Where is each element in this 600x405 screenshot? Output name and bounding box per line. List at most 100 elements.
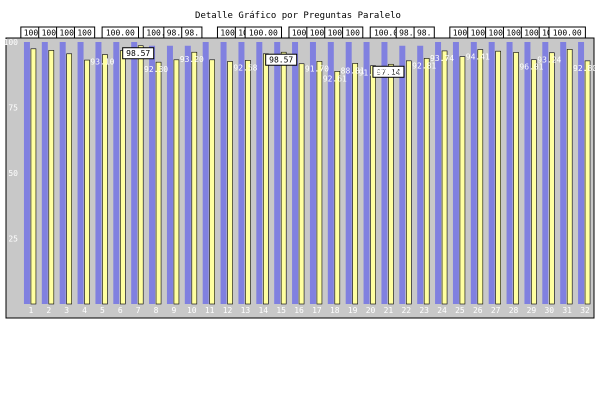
- bar-series-2: [102, 54, 108, 305]
- data-label: 98.57: [126, 49, 150, 58]
- bar-series-2: [298, 63, 305, 305]
- data-label: 100.00: [553, 29, 582, 38]
- data-label: 100: [310, 29, 325, 38]
- data-label-box: [413, 26, 435, 39]
- bar-series-2: [66, 53, 72, 305]
- data-label-box: [181, 26, 203, 39]
- overlay-value-label: 88.81: [341, 66, 365, 75]
- x-tick-label: 6: [118, 306, 123, 315]
- overlay-value-label: 92.80: [573, 64, 597, 73]
- bar-series-1: [542, 42, 549, 304]
- bar-series-2: [388, 63, 394, 305]
- bar-series-1: [274, 42, 281, 304]
- x-tick-label: 3: [64, 306, 69, 315]
- data-label: 100.00: [106, 29, 135, 38]
- x-tick-label: 12: [223, 306, 233, 315]
- data-label: 100: [488, 29, 503, 38]
- x-tick-label: 9: [172, 306, 177, 315]
- x-tick-label: 22: [401, 306, 411, 315]
- bar-series-1: [131, 42, 138, 304]
- bar-series-2: [245, 60, 251, 305]
- data-label: 100.00: [374, 29, 403, 38]
- overlay-value-label: 90.95: [376, 67, 400, 76]
- data-label: 100: [292, 29, 307, 38]
- data-label: 100: [506, 29, 521, 38]
- bar-series-1: [560, 42, 567, 304]
- y-tick-label: 100: [4, 38, 19, 47]
- x-tick-label: 31: [562, 306, 572, 315]
- data-label: 100: [524, 29, 539, 38]
- overlay-value-label: 92.30: [144, 65, 168, 74]
- bar-series-1: [220, 42, 227, 304]
- data-label: 98.: [185, 29, 199, 38]
- data-label: 100: [42, 29, 57, 38]
- x-tick-label: 17: [312, 306, 322, 315]
- bar-series-2: [120, 50, 126, 305]
- x-tick-label: 1: [29, 306, 34, 315]
- data-label: 100: [77, 29, 92, 38]
- bar-series-2: [370, 65, 376, 305]
- bar-series-2: [316, 61, 323, 305]
- bar-series-2: [334, 71, 341, 305]
- bar-series-1: [488, 42, 495, 304]
- y-tick-label: 50: [8, 169, 18, 178]
- x-tick-label: 7: [136, 306, 141, 315]
- bar-series-1: [292, 42, 299, 304]
- bar-series-1: [399, 45, 406, 304]
- x-tick-label: 26: [473, 306, 483, 315]
- data-label: 100: [471, 29, 486, 38]
- bar-series-1: [113, 42, 120, 304]
- y-tick-label: 25: [8, 235, 18, 244]
- bar-series-2: [30, 48, 37, 305]
- bar-series-2: [84, 59, 90, 305]
- data-label-box: [244, 26, 283, 39]
- data-label: 100: [220, 29, 235, 38]
- bar-series-2: [584, 60, 591, 305]
- data-label: 100.: [146, 29, 165, 38]
- overlay-value-label: 93.20: [180, 55, 204, 64]
- bar-series-1: [309, 42, 316, 304]
- bar-series-1: [166, 45, 173, 304]
- data-label: 100: [345, 29, 360, 38]
- x-tick-label: 32: [580, 306, 590, 315]
- overlay-value-label: 92.58: [233, 63, 257, 72]
- bar-series-1: [381, 42, 388, 304]
- bar-series-2: [477, 49, 484, 305]
- bar-series-2: [549, 52, 555, 305]
- x-tick-label: 30: [544, 306, 554, 315]
- overlay-value-label: 93.10: [90, 58, 114, 67]
- bar-series-2: [459, 56, 466, 305]
- x-tick-label: 4: [82, 306, 87, 315]
- bar-series-2: [566, 49, 573, 305]
- x-tick-label: 13: [241, 306, 251, 315]
- bar-series-1: [41, 42, 48, 304]
- data-label-box: [265, 53, 298, 66]
- data-label: 98.: [417, 29, 431, 38]
- x-tick-label: 11: [205, 306, 215, 315]
- x-tick-label: 25: [455, 306, 465, 315]
- x-tick-label: 23: [419, 306, 429, 315]
- bar-series-1: [256, 42, 263, 304]
- x-tick-label: 10: [187, 306, 197, 315]
- bar-series-2: [227, 61, 233, 305]
- overlay-value-label: 92.61: [323, 74, 347, 83]
- bar-series-1: [452, 42, 459, 304]
- x-tick-label: 21: [384, 306, 394, 315]
- bar-series-1: [202, 42, 209, 304]
- data-label: 100: [59, 29, 74, 38]
- x-tick-label: 8: [154, 306, 159, 315]
- bar-series-1: [363, 42, 370, 304]
- bar-series-2: [406, 60, 412, 305]
- x-tick-label: 28: [509, 306, 519, 315]
- bar-series-2: [441, 50, 448, 305]
- data-label: 100: [453, 29, 468, 38]
- bar-series-2: [280, 51, 287, 305]
- data-label: 98.: [399, 29, 413, 38]
- bar-series-2: [352, 63, 358, 305]
- bar-series-1: [417, 45, 424, 304]
- bar-series-1: [77, 42, 84, 304]
- x-tick-label: 24: [437, 306, 447, 315]
- x-tick-label: 29: [527, 306, 537, 315]
